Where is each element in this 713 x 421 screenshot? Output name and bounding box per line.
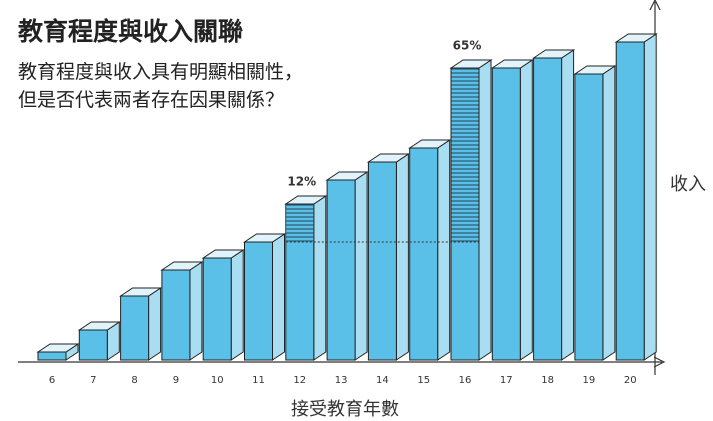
bar-side: [437, 139, 451, 361]
bar-side: [602, 65, 616, 361]
x-tick-label: 10: [211, 375, 224, 386]
x-tick-label: 7: [90, 375, 96, 386]
bar-side: [354, 171, 368, 361]
y-axis-arrow: [649, 0, 661, 11]
bar: [533, 57, 563, 361]
x-tick-label: 15: [417, 375, 430, 386]
annotation: 65%: [453, 39, 482, 53]
y-axis-label: 收入: [670, 174, 706, 195]
x-tick-label: 6: [49, 375, 55, 386]
bar-side: [272, 233, 285, 361]
bar-side: [395, 153, 409, 361]
x-tick-label: 19: [583, 375, 596, 386]
bar: [615, 41, 645, 361]
x-axis-label: 接受教育年數: [291, 399, 399, 420]
bar: [244, 241, 273, 361]
bar: [574, 73, 604, 361]
bar-hatch: [451, 68, 479, 243]
bar: [202, 257, 232, 361]
x-tick-label: 14: [376, 375, 389, 386]
bar-side: [230, 249, 244, 361]
bar-side: [313, 195, 327, 361]
bar-side: [148, 287, 162, 361]
bar-hatch: [286, 204, 314, 243]
bar-side: [189, 261, 203, 361]
bar: [78, 329, 108, 361]
bar-side: [478, 59, 492, 361]
x-tick-label: 16: [459, 375, 472, 386]
x-tick-label: 20: [624, 375, 637, 386]
x-tick-label: 11: [252, 375, 265, 386]
bar: [491, 67, 521, 361]
chart-title: 教育程度與收入關聯: [18, 17, 244, 46]
annotation: 12%: [287, 175, 316, 189]
bar: [326, 179, 356, 361]
bar: [161, 269, 191, 361]
x-tick-label: 13: [335, 375, 348, 386]
x-tick-label: 8: [131, 375, 137, 386]
bar: [37, 351, 67, 361]
x-axis-arrow: [653, 356, 666, 368]
chart-subtitle: 教育程度與收入具有明顯相關性，但是否代表兩者存在因果關係？: [18, 61, 304, 111]
bar-side: [561, 49, 575, 361]
bar-side: [519, 59, 533, 361]
bar: [409, 147, 439, 361]
bar: [367, 161, 397, 361]
bar-side: [643, 33, 657, 361]
bar: [120, 295, 150, 361]
x-tick-label: 18: [541, 375, 554, 386]
x-tick-label: 9: [173, 375, 179, 386]
x-tick-label: 17: [500, 375, 513, 386]
x-tick-label: 12: [293, 375, 306, 386]
